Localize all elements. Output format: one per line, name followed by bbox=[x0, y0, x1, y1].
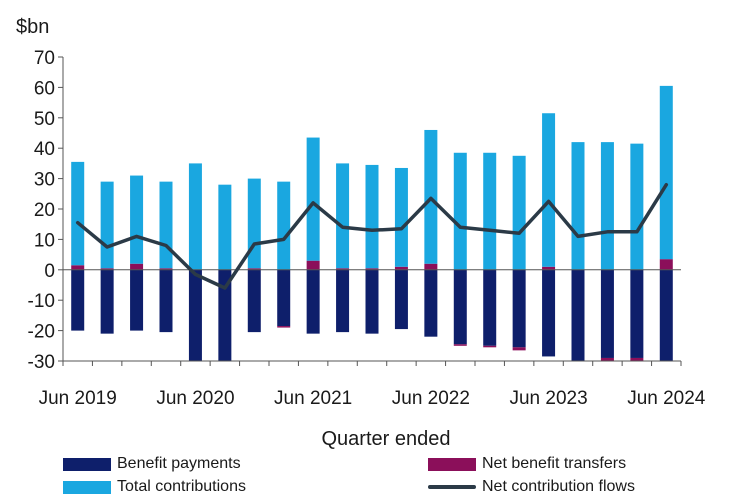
bar-net-benefit-transfers bbox=[659, 259, 673, 270]
x-tick-label: Jun 2024 bbox=[627, 388, 706, 409]
y-tick-label: 20 bbox=[34, 200, 55, 221]
y-tick-label: 0 bbox=[44, 261, 55, 282]
bar-benefit-payments bbox=[600, 269, 614, 358]
legend-label-total-contributions: Total contributions bbox=[117, 478, 246, 495]
bar-net-benefit-transfers bbox=[159, 268, 173, 270]
bar-total-contributions bbox=[542, 113, 556, 267]
bar-total-contributions bbox=[130, 175, 144, 264]
net-contribution-flows-line bbox=[75, 182, 669, 290]
bar-benefit-payments bbox=[130, 269, 144, 331]
bar-total-contributions bbox=[159, 181, 173, 269]
legend-item-total-contributions: Total contributions bbox=[63, 477, 246, 497]
bar-benefit-payments bbox=[542, 269, 556, 357]
y-tick-label: -10 bbox=[28, 291, 55, 312]
legend-item-benefit-payments: Benefit payments bbox=[63, 454, 241, 474]
y-tick-label: -30 bbox=[28, 352, 55, 373]
bar-benefit-payments bbox=[247, 269, 261, 333]
y-tick-label: 30 bbox=[34, 170, 55, 191]
bar-benefit-payments bbox=[571, 269, 585, 361]
x-axis-title: Quarter ended bbox=[322, 428, 451, 450]
bar-net-benefit-transfers bbox=[483, 345, 497, 348]
bar-benefit-payments bbox=[483, 269, 497, 346]
bar-net-benefit-transfers bbox=[306, 260, 320, 270]
bar-total-contributions bbox=[188, 163, 202, 270]
bar-net-benefit-transfers bbox=[542, 266, 556, 270]
bar-benefit-payments bbox=[424, 269, 438, 337]
bar-total-contributions bbox=[71, 161, 85, 266]
bar-total-contributions bbox=[336, 163, 350, 269]
bar-benefit-payments bbox=[71, 269, 85, 331]
legend-swatch-net-benefit-transfers bbox=[428, 457, 476, 471]
bar-net-benefit-transfers bbox=[600, 357, 614, 361]
bar-benefit-payments bbox=[365, 269, 379, 334]
bar-net-benefit-transfers bbox=[512, 347, 526, 351]
bar-benefit-payments bbox=[218, 269, 232, 361]
bar-total-contributions bbox=[218, 184, 232, 270]
bar-benefit-payments bbox=[336, 269, 350, 333]
x-tick-label: Jun 2019 bbox=[39, 388, 117, 409]
bar-benefit-payments bbox=[453, 269, 467, 345]
legend-label-net-contribution-flows: Net contribution flows bbox=[482, 478, 635, 495]
x-tick-label: Jun 2021 bbox=[274, 388, 352, 409]
bar-total-contributions bbox=[247, 178, 261, 269]
bar-net-benefit-transfers bbox=[453, 344, 467, 346]
y-unit-label: $bn bbox=[16, 16, 49, 38]
legend-swatch-total-contributions bbox=[63, 480, 111, 494]
bar-net-benefit-transfers bbox=[277, 326, 291, 328]
y-tick-label: 70 bbox=[34, 48, 55, 69]
bar-benefit-payments bbox=[512, 269, 526, 348]
legend-swatch-benefit-payments bbox=[63, 457, 111, 471]
bar-net-benefit-transfers bbox=[71, 265, 85, 270]
bar-total-contributions bbox=[512, 155, 526, 270]
bar-total-contributions bbox=[100, 181, 114, 269]
bar-benefit-payments bbox=[630, 269, 644, 358]
bar-net-benefit-transfers bbox=[630, 357, 644, 361]
x-tick-label: Jun 2023 bbox=[509, 388, 587, 409]
bar-net-benefit-transfers bbox=[394, 266, 408, 270]
x-tick-label: Jun 2022 bbox=[392, 388, 470, 409]
bar-total-contributions bbox=[600, 142, 614, 270]
legend-item-net-benefit-transfers: Net benefit transfers bbox=[428, 454, 626, 474]
bar-total-contributions bbox=[306, 137, 320, 261]
bar-benefit-payments bbox=[394, 269, 408, 330]
bar-net-benefit-transfers bbox=[424, 263, 438, 270]
bar-net-benefit-transfers bbox=[100, 268, 114, 270]
bar-total-contributions bbox=[453, 152, 467, 270]
bar-total-contributions bbox=[277, 181, 291, 270]
bar-net-benefit-transfers bbox=[247, 268, 261, 270]
legend-item-net-contribution-flows: Net contribution flows bbox=[428, 477, 635, 497]
y-tick-label: -20 bbox=[28, 322, 55, 343]
bar-benefit-payments bbox=[159, 269, 173, 333]
bar-total-contributions bbox=[659, 85, 673, 260]
x-tick-label: Jun 2020 bbox=[156, 388, 234, 409]
bar-net-benefit-transfers bbox=[365, 268, 379, 270]
bar-benefit-payments bbox=[659, 269, 673, 361]
bar-net-benefit-transfers bbox=[130, 263, 144, 270]
bar-total-contributions bbox=[483, 152, 497, 270]
bar-total-contributions bbox=[571, 142, 585, 270]
bar-benefit-payments bbox=[100, 269, 114, 334]
y-tick-label: 10 bbox=[34, 230, 55, 251]
y-tick-label: 60 bbox=[34, 78, 55, 99]
bar-total-contributions bbox=[365, 164, 379, 269]
bar-benefit-payments bbox=[188, 269, 202, 361]
y-tick-label: 50 bbox=[34, 109, 55, 130]
bar-net-benefit-transfers bbox=[336, 268, 350, 270]
legend-swatch-net-contribution-flows bbox=[428, 485, 476, 489]
legend-label-net-benefit-transfers: Net benefit transfers bbox=[482, 455, 627, 472]
legend-label-benefit-payments: Benefit payments bbox=[117, 455, 241, 472]
bar-benefit-payments bbox=[306, 269, 320, 334]
bar-total-contributions bbox=[394, 167, 408, 267]
bar-total-contributions bbox=[630, 143, 644, 270]
bar-benefit-payments bbox=[277, 269, 291, 327]
y-tick-label: 40 bbox=[34, 139, 55, 160]
